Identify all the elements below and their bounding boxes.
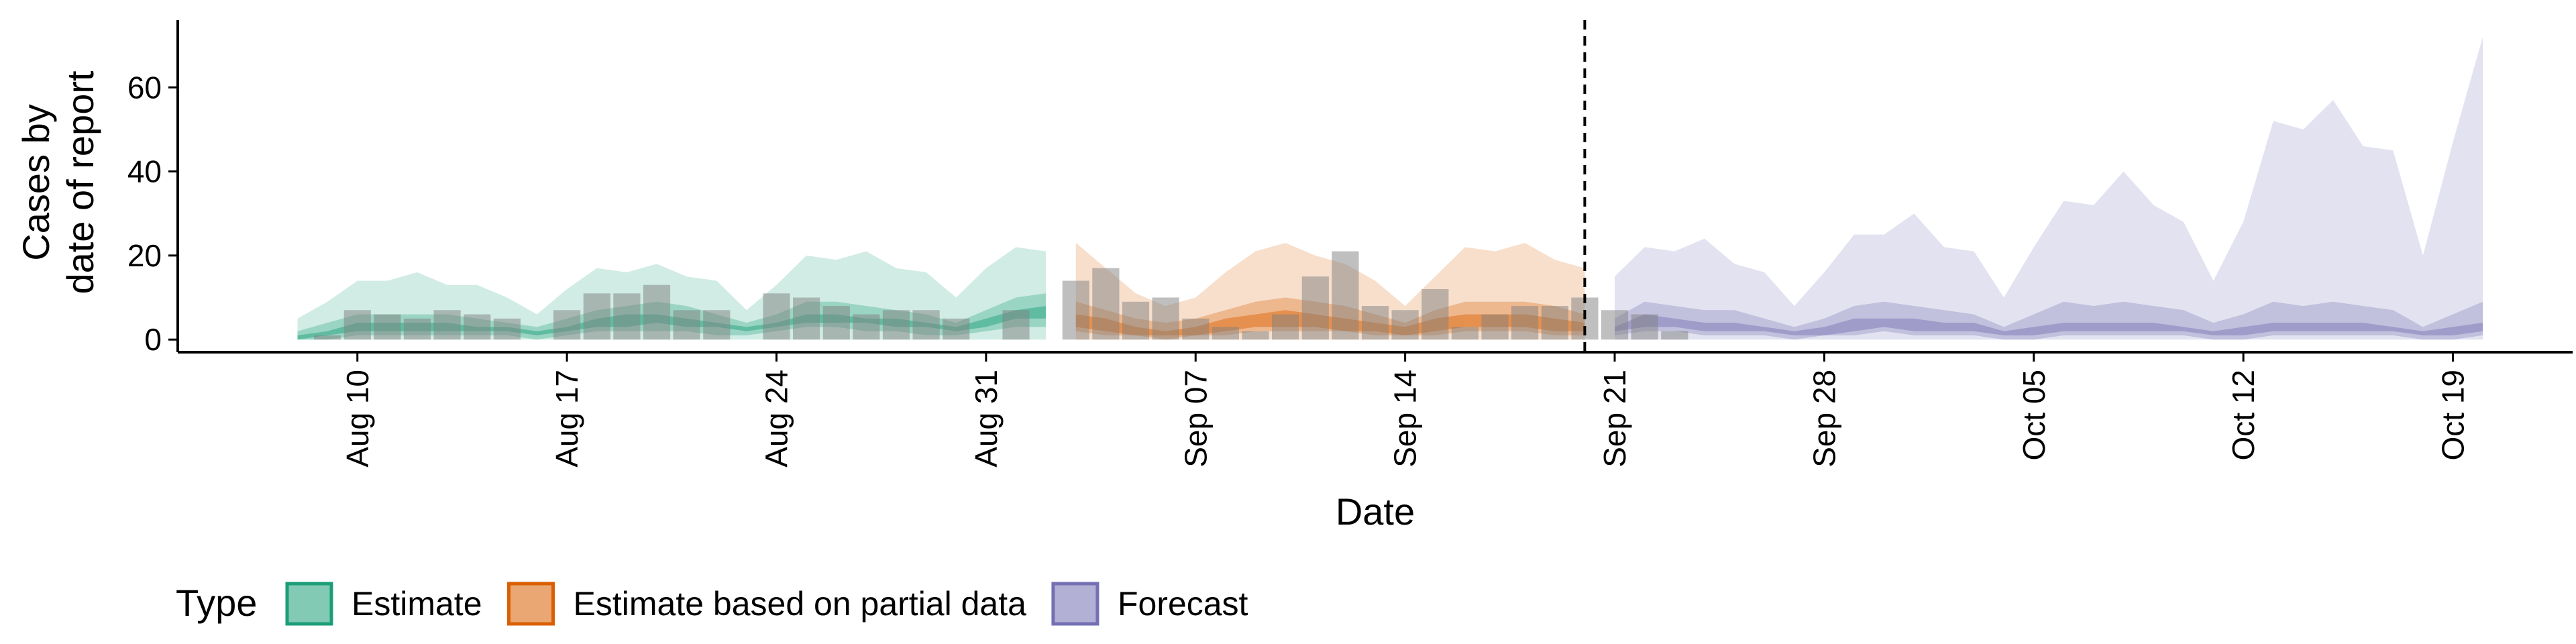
axes-layer: 0 20 40 60 Aug 10 Aug 17 Aug 24 Aug 31 Sep 07 Sep… xyxy=(127,20,2573,468)
x-tick-label: Sep 07 xyxy=(1178,370,1213,468)
observed-bar xyxy=(1451,327,1479,340)
observed-bar xyxy=(374,314,401,340)
x-tick-label: Aug 17 xyxy=(549,370,584,468)
observed-bar xyxy=(1152,297,1179,340)
observed-bar xyxy=(643,284,671,340)
observed-bar xyxy=(1481,314,1509,340)
y-tick-label: 20 xyxy=(127,238,162,273)
observed-bar xyxy=(1541,306,1568,340)
observed-bar xyxy=(1301,276,1329,340)
observed-bars-layer xyxy=(314,251,1688,340)
observed-bar xyxy=(763,293,790,340)
y-tick-label: 0 xyxy=(144,322,162,357)
legend-key-2 xyxy=(1051,582,1099,626)
observed-bar xyxy=(1421,289,1449,340)
observed-bar xyxy=(1002,310,1030,340)
observed-bar xyxy=(1661,331,1688,340)
observed-bar xyxy=(1182,318,1210,340)
observed-bar xyxy=(1511,306,1539,340)
legend-title: Type xyxy=(176,582,257,624)
series-2-inner-band xyxy=(1615,301,2483,340)
series-2-ribbons xyxy=(1615,37,2483,340)
x-tick-label: Oct 19 xyxy=(2436,370,2471,461)
legend-label-2: Forecast xyxy=(1118,585,1248,623)
x-tick-label: Aug 10 xyxy=(340,370,375,468)
observed-bar xyxy=(433,310,461,340)
observed-bar xyxy=(464,314,491,340)
observed-bar xyxy=(403,318,431,340)
observed-bar xyxy=(703,310,731,340)
observed-bar xyxy=(882,310,910,340)
observed-bar xyxy=(613,293,641,340)
observed-bar xyxy=(314,335,341,340)
series-2-mid-band xyxy=(1615,314,2483,335)
y-axis-title-line-2: date of report xyxy=(59,70,101,294)
series-2-outer-band xyxy=(1615,37,2483,340)
legend-label-0: Estimate xyxy=(352,585,482,623)
legend-label-1: Estimate based on partial data xyxy=(574,585,1027,623)
y-tick-label: 60 xyxy=(127,70,162,105)
x-tick-label: Sep 28 xyxy=(1807,370,1841,468)
observed-bar xyxy=(1092,268,1120,340)
observed-bar xyxy=(943,318,970,340)
legend-key-1 xyxy=(507,582,555,626)
observed-bar xyxy=(1631,314,1658,340)
observed-bar xyxy=(822,306,850,340)
observed-bar xyxy=(343,310,371,340)
y-axis-title-line-1: Cases by xyxy=(15,104,57,260)
x-tick-label: Sep 14 xyxy=(1388,370,1423,468)
observed-bar xyxy=(1272,314,1299,340)
observed-bar xyxy=(912,310,940,340)
observed-bar xyxy=(1242,331,1269,340)
legend: Type Estimate Estimate based on partial da… xyxy=(176,582,1248,626)
y-tick-label: 40 xyxy=(127,154,162,189)
observed-bar xyxy=(1391,310,1419,340)
observed-bar xyxy=(673,310,700,340)
observed-bar xyxy=(1361,306,1389,340)
observed-bar xyxy=(1601,310,1629,340)
observed-bar xyxy=(1332,251,1359,340)
y-axis-title: Cases by date of report xyxy=(15,70,101,294)
legend-key-0 xyxy=(285,582,333,626)
x-tick-label: Aug 24 xyxy=(759,370,794,468)
observed-bar xyxy=(553,310,581,340)
series-1-outer-band xyxy=(1075,243,1585,340)
observed-bar xyxy=(793,297,820,340)
observed-bar xyxy=(493,318,521,340)
observed-bar xyxy=(583,293,610,340)
x-tick-label: Aug 31 xyxy=(969,370,1004,468)
observed-bar xyxy=(853,314,880,340)
observed-bar xyxy=(1122,301,1150,340)
x-tick-label: Sep 21 xyxy=(1597,370,1632,468)
x-tick-label: Oct 12 xyxy=(2226,370,2261,461)
observed-bar xyxy=(1062,280,1089,340)
x-tick-label: Oct 05 xyxy=(2017,370,2051,461)
observed-bar xyxy=(1212,327,1239,340)
x-axis-title: Date xyxy=(1336,490,1415,533)
